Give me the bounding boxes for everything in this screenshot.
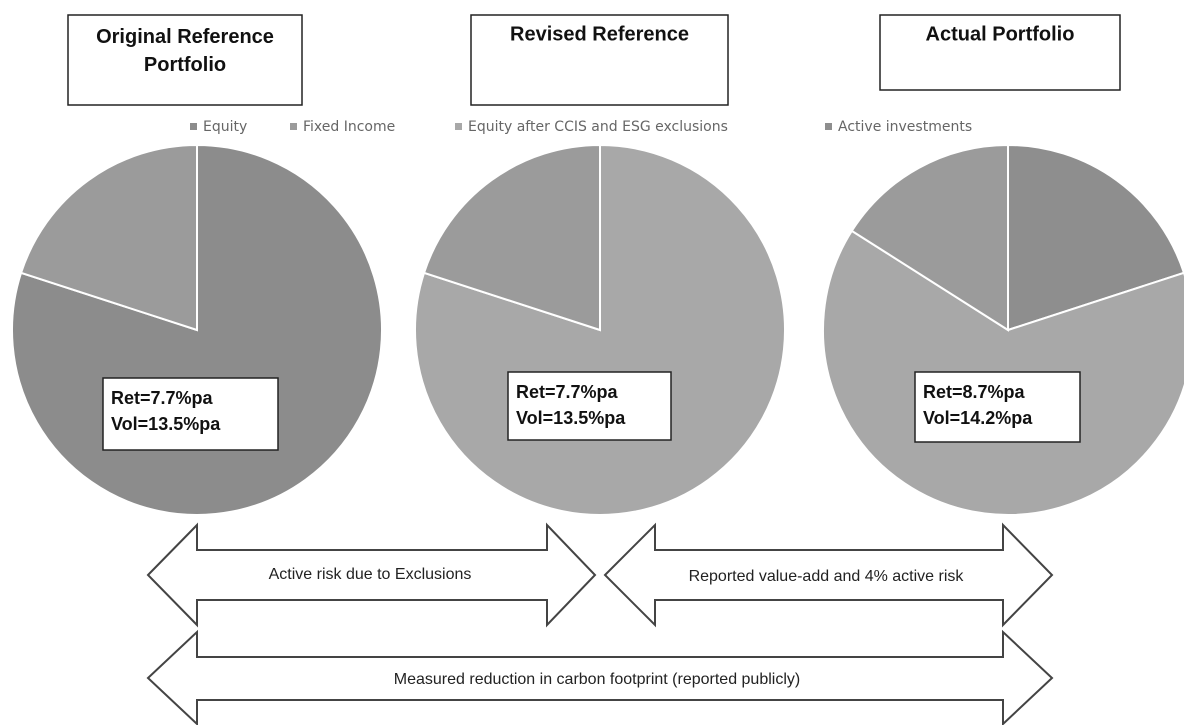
title-box xyxy=(67,14,303,106)
legend-label: Active investments xyxy=(838,119,972,135)
pie-slice xyxy=(19,143,198,332)
pie-title: Revised Reference xyxy=(510,23,689,45)
legend-label: Equity after CCIS and ESG exclusions xyxy=(468,119,728,135)
arrow-label: Active risk due to Exclusions xyxy=(269,566,472,583)
arrow-label: Reported value-add and 4% active risk xyxy=(689,568,965,585)
pies: Original Reference Portfolio Ret=7.7%pa Vol… xyxy=(11,14,1184,516)
pie-slice xyxy=(1007,143,1184,332)
legend-label: Fixed Income xyxy=(303,119,395,135)
arrow xyxy=(146,522,597,628)
annotation: Ret=7.7%pa xyxy=(516,382,619,402)
title-box xyxy=(470,14,729,106)
pie-slice xyxy=(850,143,1009,332)
legend-swatch xyxy=(455,123,462,130)
arrow xyxy=(603,522,1054,628)
legend-swatch xyxy=(825,123,832,130)
legend-label: Equity xyxy=(203,119,247,135)
annotation: Vol=13.5%pa xyxy=(516,408,626,428)
annotation-box xyxy=(507,371,672,441)
pie-title: Original Reference Portfolio xyxy=(96,26,274,76)
annotation-box xyxy=(102,377,279,451)
arrow xyxy=(146,629,1054,725)
title-box xyxy=(879,14,1121,91)
pie-slice xyxy=(422,143,601,332)
annotation-box xyxy=(914,371,1081,443)
annotation: Vol=14.2%pa xyxy=(923,408,1033,428)
annotation: Vol=13.5%pa xyxy=(111,414,221,434)
legend-swatch xyxy=(290,123,297,130)
annotation: Ret=7.7%pa xyxy=(111,388,214,408)
arrow-label: Measured reduction in carbon footprint (… xyxy=(394,671,800,688)
legend-swatch xyxy=(190,123,197,130)
pie-title: Actual Portfolio xyxy=(926,23,1075,45)
annotation: Ret=8.7%pa xyxy=(923,382,1026,402)
